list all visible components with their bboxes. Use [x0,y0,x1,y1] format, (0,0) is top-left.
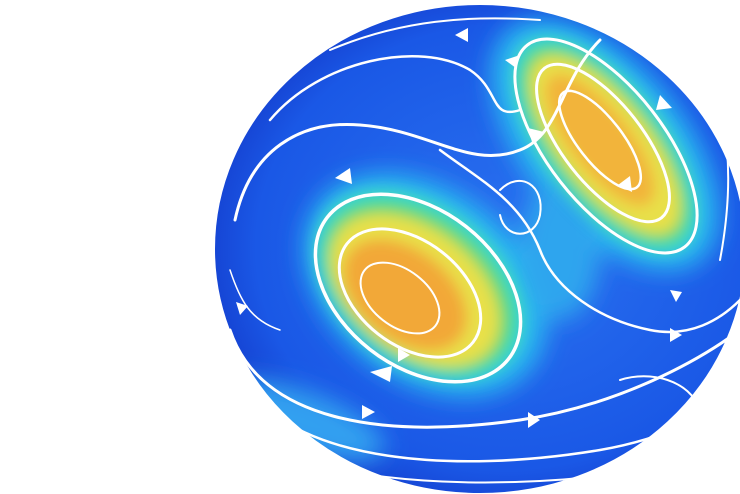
streamline [313,192,523,384]
arrowhead [505,55,520,68]
streamline [329,17,541,51]
streamline [337,227,483,359]
arrowhead [455,28,468,42]
streamline [438,148,740,334]
arrowhead [362,405,375,419]
streamline [229,269,281,331]
arrowhead [370,366,392,382]
arrowhead [335,168,352,184]
arrowhead [398,348,410,362]
arrowhead [528,128,544,142]
blob-orange [343,239,467,351]
arrowhead [670,328,682,342]
blob-orange [545,74,655,206]
streamline [268,54,522,122]
streamline [535,62,671,224]
arrowhead [528,412,540,428]
streamline [228,328,740,429]
streamline [513,37,699,255]
arrowhead [656,95,672,110]
arrowhead [236,302,248,315]
streamline [359,261,441,335]
streamline [233,38,602,222]
arrowhead [670,290,682,302]
arrowheads [236,28,682,428]
streamline [557,89,643,191]
blob-layer [314,35,699,382]
globe [214,4,740,494]
arrowhead [618,176,632,192]
streamline [499,179,542,235]
globe-rim [213,3,740,494]
